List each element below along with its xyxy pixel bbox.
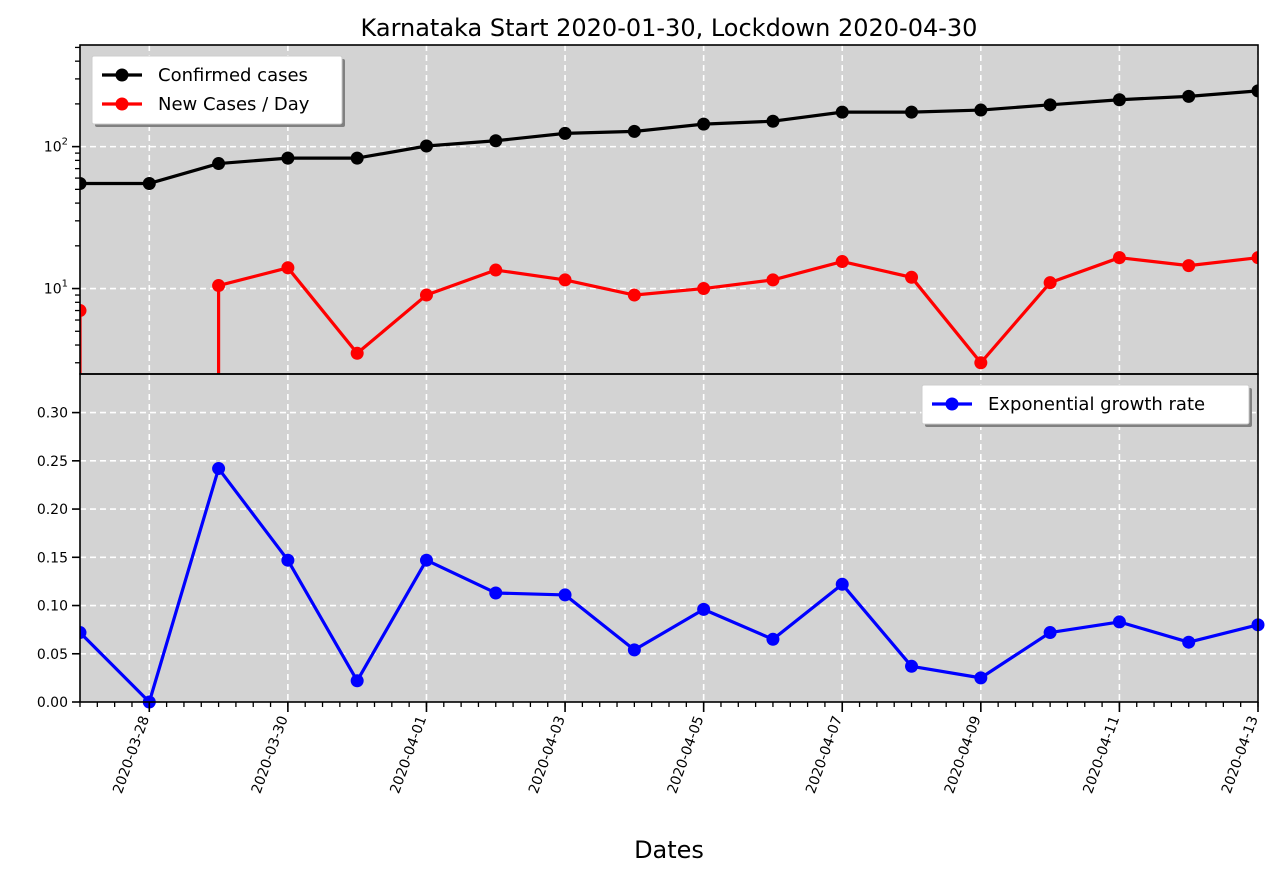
- x-tick-label: 2020-04-07: [803, 714, 846, 796]
- new-cases-point: [212, 279, 226, 293]
- growth-rate-point: [281, 553, 295, 567]
- growth-rate-point: [1112, 615, 1126, 629]
- confirmed-cases-point: [766, 114, 780, 128]
- confirmed-cases-point: [1182, 89, 1196, 103]
- top-y-tick-label: 101: [44, 279, 68, 298]
- legend-marker: [945, 397, 959, 411]
- bottom-plot-area: [80, 374, 1258, 702]
- bottom-y-tick-label: 0.05: [37, 647, 68, 663]
- x-tick-label: 2020-04-11: [1080, 714, 1123, 796]
- growth-rate-line: [80, 466, 1259, 704]
- confirmed-cases-point: [558, 126, 572, 140]
- growth-rate-point: [80, 626, 87, 640]
- x-axis-label: Dates: [634, 836, 704, 864]
- growth-rate-point: [627, 643, 641, 657]
- confirmed-cases-point: [350, 151, 364, 165]
- new-cases-point: [558, 273, 572, 287]
- x-tick-label: 2020-04-03: [526, 714, 569, 796]
- legend-box: [91, 55, 343, 125]
- new-cases-drop-group: [80, 285, 221, 374]
- bottom-legend: Exponential growth rate: [921, 384, 1252, 427]
- confirmed-cases-point: [905, 105, 919, 119]
- bottom-y-tick-label: 0.10: [37, 599, 68, 615]
- top-legend: Confirmed cases New Cases / Day: [91, 55, 345, 127]
- growth-rate-point: [350, 674, 364, 688]
- growth-rate-point: [419, 553, 433, 567]
- bottom-y-tick-label: 0.00: [37, 695, 68, 711]
- confirmed-cases-point: [419, 139, 433, 153]
- legend-box: [921, 384, 1250, 425]
- new-cases-point: [419, 288, 433, 302]
- x-tick-label: 2020-04-01: [387, 714, 430, 796]
- bottom-y-tick-label: 0.25: [37, 454, 68, 470]
- confirmed-cases-point: [142, 176, 156, 190]
- growth-rate-point: [1182, 635, 1196, 649]
- confirmed-cases-line: [80, 89, 1258, 186]
- x-tick-label: 2020-03-30: [249, 714, 292, 796]
- confirmed-cases-point: [80, 176, 87, 190]
- x-tick-label: 2020-04-13: [1219, 714, 1262, 796]
- new-cases-point: [974, 356, 988, 370]
- new-cases-point: [80, 304, 87, 318]
- growth-rate-point: [489, 586, 503, 600]
- confirmed-cases-series-group: [80, 84, 1258, 190]
- growth-rate-point: [766, 632, 780, 646]
- confirmed-cases-point: [697, 117, 711, 131]
- new-cases-point: [697, 282, 711, 296]
- growth-rate-point: [974, 671, 988, 685]
- confirmed-cases-point: [627, 124, 641, 138]
- confirmed-cases-point: [1043, 98, 1057, 112]
- legend-label: New Cases / Day: [158, 94, 310, 115]
- confirmed-cases-point: [212, 157, 226, 171]
- x-tick-label: 2020-04-09: [942, 714, 985, 796]
- new-cases-point: [489, 263, 503, 277]
- legend-marker: [115, 68, 129, 82]
- new-cases-point: [766, 273, 780, 287]
- confirmed-cases-point: [489, 134, 503, 148]
- legend-label: Confirmed cases: [158, 65, 308, 86]
- new-cases-point: [627, 288, 641, 302]
- new-cases-point: [1251, 251, 1258, 265]
- top-y-tick-label: 102: [44, 137, 68, 156]
- legend-label: Exponential growth rate: [988, 394, 1205, 415]
- confirmed-cases-point: [835, 105, 849, 119]
- x-tick-label: 2020-03-28: [110, 714, 153, 796]
- confirmed-cases-point: [1112, 93, 1126, 107]
- bottom-y-tick-label: 0.15: [37, 550, 68, 566]
- new-cases-point: [1043, 276, 1057, 290]
- confirmed-cases-point: [1251, 84, 1258, 98]
- growth-rate-point: [697, 602, 711, 616]
- x-tick-label: 2020-04-05: [665, 714, 708, 796]
- bottom-y-tick-label: 0.30: [37, 406, 68, 422]
- chart-title: Karnataka Start 2020-01-30, Lockdown 202…: [361, 14, 978, 42]
- new-cases-point: [1112, 251, 1126, 265]
- growth-rate-point: [835, 577, 849, 591]
- new-cases-series-group: [80, 251, 1258, 370]
- new-cases-line: [218, 256, 1258, 365]
- growth-rate-series-group: [80, 462, 1265, 709]
- growth-rate-point: [212, 462, 226, 476]
- bottom-y-tick-label: 0.20: [37, 502, 68, 518]
- growth-rate-point: [558, 588, 572, 602]
- new-cases-point: [835, 255, 849, 269]
- growth-rate-point: [1043, 626, 1057, 640]
- new-cases-point: [350, 346, 364, 360]
- new-cases-point: [905, 270, 919, 284]
- growth-rate-point: [905, 659, 919, 673]
- confirmed-cases-point: [974, 103, 988, 117]
- confirmed-cases-point: [281, 151, 295, 165]
- new-cases-point: [1182, 259, 1196, 273]
- new-cases-point: [281, 261, 295, 275]
- legend-marker: [115, 97, 129, 111]
